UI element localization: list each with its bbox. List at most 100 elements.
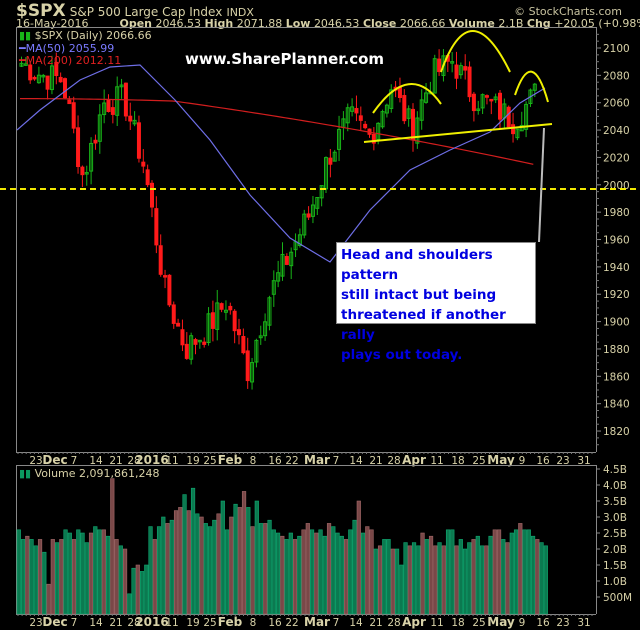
svg-text:25: 25 bbox=[472, 617, 485, 629]
high-label: High bbox=[204, 17, 234, 30]
legend-price: ▮▮ $SPX (Daily) 2066.66 bbox=[19, 29, 152, 43]
low-label: Low bbox=[285, 17, 311, 30]
legend-ma50-text: MA(50) 2055.99 bbox=[25, 41, 115, 55]
left-shoulder-arc bbox=[372, 83, 442, 114]
ma200-swatch-icon: ━ bbox=[19, 54, 26, 67]
svg-text:28: 28 bbox=[387, 455, 400, 467]
svg-text:Apr: Apr bbox=[402, 615, 426, 629]
svg-text:1900: 1900 bbox=[603, 317, 630, 329]
svg-text:2016: 2016 bbox=[135, 453, 168, 467]
chg-value: +20.05 (+0.98%) bbox=[554, 17, 640, 30]
callout-pointer bbox=[538, 127, 545, 243]
ma50-line bbox=[16, 64, 546, 263]
svg-text:11: 11 bbox=[165, 617, 178, 629]
svg-text:23: 23 bbox=[556, 455, 569, 467]
svg-text:22: 22 bbox=[285, 617, 298, 629]
annotation-line-4: plays out today. bbox=[341, 347, 463, 363]
svg-text:31: 31 bbox=[577, 617, 590, 629]
svg-text:14: 14 bbox=[89, 455, 103, 467]
price-axis: 2100208020602040202020001980196019401920… bbox=[596, 33, 630, 446]
svg-text:2080: 2080 bbox=[603, 70, 630, 82]
svg-text:7: 7 bbox=[333, 455, 340, 467]
volume-axis: 500M 1.0B 1.5B 2.0B 2.5B 3.0B 3.5B 4.0B 4.5B bbox=[596, 464, 632, 604]
svg-text:Feb: Feb bbox=[218, 453, 243, 467]
legend-volume-text: Volume 2,091,861,248 bbox=[34, 467, 160, 480]
svg-text:21: 21 bbox=[369, 617, 382, 629]
svg-text:May: May bbox=[487, 615, 515, 629]
volume-icon: ▮▮ bbox=[19, 467, 32, 480]
svg-text:28: 28 bbox=[127, 617, 140, 629]
svg-text:1.0B: 1.0B bbox=[603, 576, 627, 588]
open-value: 2046.53 bbox=[155, 17, 202, 30]
right-shoulder-arc bbox=[514, 70, 549, 103]
annotation-line-1: Head and shoulders pattern bbox=[341, 247, 493, 283]
svg-text:28: 28 bbox=[387, 617, 400, 629]
svg-text:19: 19 bbox=[186, 617, 199, 629]
svg-text:7: 7 bbox=[333, 617, 340, 629]
svg-text:19: 19 bbox=[186, 455, 199, 467]
svg-text:25: 25 bbox=[203, 455, 216, 467]
svg-text:1.5B: 1.5B bbox=[603, 560, 627, 572]
svg-text:14: 14 bbox=[349, 617, 363, 629]
svg-text:4.5B: 4.5B bbox=[603, 464, 627, 476]
exchange: INDX bbox=[226, 6, 254, 19]
legend-ma200: ━MA(200) 2012.11 bbox=[19, 54, 152, 68]
svg-text:14: 14 bbox=[349, 455, 363, 467]
svg-text:4.0B: 4.0B bbox=[603, 480, 627, 492]
svg-text:9: 9 bbox=[519, 455, 526, 467]
legend-ma50: ━MA(50) 2055.99 bbox=[19, 41, 152, 56]
svg-text:Mar: Mar bbox=[304, 453, 330, 467]
volume-legend: ▮▮ Volume 2,091,861,248 bbox=[19, 467, 160, 480]
candlesticks bbox=[19, 49, 537, 390]
svg-text:11: 11 bbox=[165, 455, 178, 467]
annotation-line-3: threatened if another rally bbox=[341, 307, 506, 343]
svg-text:16: 16 bbox=[536, 617, 550, 629]
svg-text:Mar: Mar bbox=[304, 615, 330, 629]
quote-date: 16-May-2016 bbox=[16, 17, 89, 30]
svg-text:Dec: Dec bbox=[42, 615, 67, 629]
svg-text:Apr: Apr bbox=[402, 453, 426, 467]
close-value: 2066.66 bbox=[399, 17, 446, 30]
chg-label: Chg bbox=[526, 17, 551, 30]
legend-ma200-text: MA(200) 2012.11 bbox=[25, 54, 122, 67]
svg-text:11: 11 bbox=[430, 617, 443, 629]
svg-text:16: 16 bbox=[268, 617, 282, 629]
svg-text:14: 14 bbox=[89, 617, 103, 629]
svg-text:28: 28 bbox=[127, 455, 140, 467]
svg-text:2016: 2016 bbox=[135, 615, 168, 629]
svg-text:500M: 500M bbox=[603, 592, 632, 604]
price-legend: ▮▮ $SPX (Daily) 2066.66 ━MA(50) 2055.99 … bbox=[19, 29, 152, 68]
svg-text:18: 18 bbox=[451, 617, 464, 629]
ma50-swatch-icon: ━ bbox=[19, 41, 26, 55]
svg-text:25: 25 bbox=[203, 617, 216, 629]
chart-title: $SPX S&P 500 Large Cap Index INDX bbox=[16, 1, 254, 21]
legend-price-text: $SPX (Daily) 2066.66 bbox=[34, 29, 152, 42]
svg-text:18: 18 bbox=[451, 455, 464, 467]
svg-text:1980: 1980 bbox=[603, 207, 630, 219]
close-label: Close bbox=[362, 17, 397, 30]
high-value: 2071.88 bbox=[236, 17, 283, 30]
svg-text:Feb: Feb bbox=[218, 615, 243, 629]
volume-bars bbox=[16, 478, 548, 615]
ma200-line bbox=[19, 98, 534, 165]
svg-text:22: 22 bbox=[285, 455, 298, 467]
svg-text:25: 25 bbox=[472, 455, 485, 467]
svg-text:1860: 1860 bbox=[603, 371, 630, 383]
svg-text:1940: 1940 bbox=[603, 262, 630, 274]
svg-text:1820: 1820 bbox=[603, 426, 630, 438]
svg-text:3.0B: 3.0B bbox=[603, 512, 627, 524]
svg-text:1840: 1840 bbox=[603, 399, 630, 411]
svg-text:23: 23 bbox=[556, 617, 569, 629]
svg-text:9: 9 bbox=[519, 617, 526, 629]
copyright: © StockCharts.com bbox=[514, 5, 622, 18]
svg-text:16: 16 bbox=[536, 455, 550, 467]
svg-text:8: 8 bbox=[250, 617, 257, 629]
svg-text:Dec: Dec bbox=[42, 453, 67, 467]
svg-text:16: 16 bbox=[268, 455, 282, 467]
svg-text:May: May bbox=[487, 453, 515, 467]
svg-text:7: 7 bbox=[71, 455, 78, 467]
low-value: 2046.53 bbox=[313, 17, 360, 30]
